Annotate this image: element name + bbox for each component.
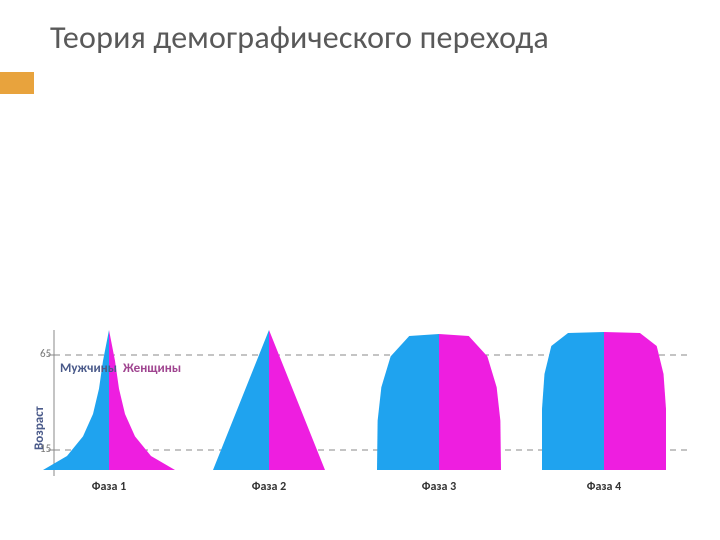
demographic-chart: Возраст 65 15 Мужчины Женщины Фаза 1 Фаз… xyxy=(34,320,694,520)
page-title: Теория демографического перехода xyxy=(50,18,700,57)
phase-3-label: Фаза 3 xyxy=(399,480,479,494)
accent-bar xyxy=(0,72,34,94)
legend-male: Мужчины xyxy=(60,361,117,376)
y-tick-65: 65 xyxy=(40,347,51,360)
chart-svg xyxy=(34,320,694,490)
phase-1-label: Фаза 1 xyxy=(69,480,149,494)
slide: Теория демографического перехода Возраст… xyxy=(0,0,720,540)
legend-female: Женщины xyxy=(123,361,181,376)
phase-4-label: Фаза 4 xyxy=(564,480,644,494)
y-tick-15: 15 xyxy=(40,442,51,455)
phase-2-label: Фаза 2 xyxy=(229,480,309,494)
